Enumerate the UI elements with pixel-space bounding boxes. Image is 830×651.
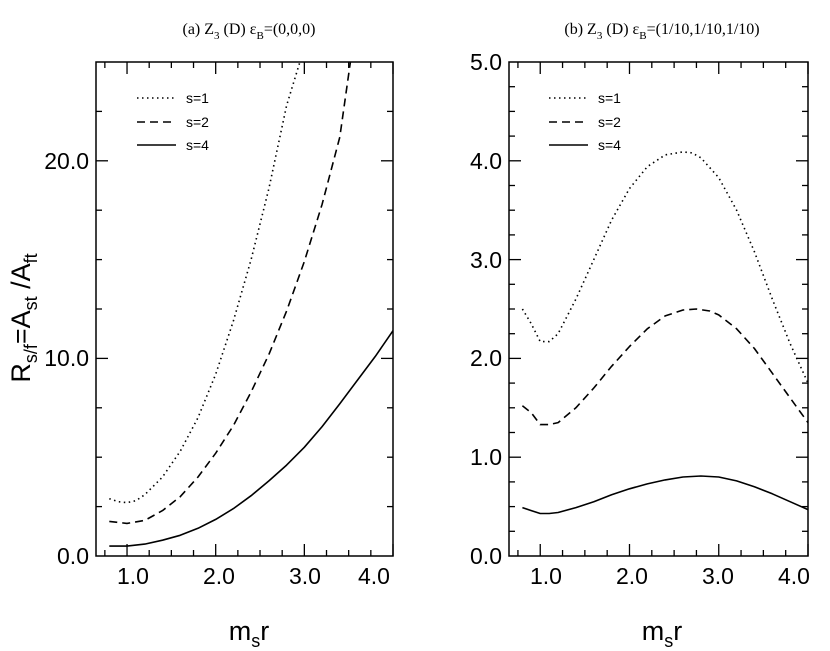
panel-b-xtick-label: 2.0 (616, 563, 648, 589)
panel-b-ytick-label: 2.0 (470, 345, 502, 371)
panel-a-series-s4 (109, 330, 393, 547)
panel-b-series-s4 (522, 475, 808, 515)
panel-b-ytick-label: 5.0 (470, 49, 502, 75)
panel-a-xlabel: msr (229, 616, 270, 651)
panel-a-xtick-label: 4.0 (358, 563, 390, 589)
svg-text:Rs/f=Ast /Aft: Rs/f=Ast /Aft (6, 253, 41, 382)
panel-b-ytick-label: 0.0 (470, 543, 502, 569)
plot-layer (95, 61, 809, 557)
panel-b-xtick-labels: 1.0 2.0 3.0 4.0 (530, 563, 810, 589)
panel-a-title: (a) Z3 (D) εB=(0,0,0) (183, 21, 316, 42)
panel-a-legend-label-s1: s=1 (186, 90, 209, 106)
panel-a-xtick-label: 1.0 (117, 563, 149, 589)
panel-b-legend: s=1 s=2 s=4 (549, 90, 621, 153)
panel-a-ytick-label: 0.0 (57, 543, 89, 569)
panel-a-xtick-label: 3.0 (289, 563, 321, 589)
panel-a-ytick-label: 10.0 (44, 345, 89, 371)
panel-b-legend-label-s4: s=4 (598, 137, 621, 153)
panel-a-frame (95, 61, 394, 557)
panel-b-legend-label-s2: s=2 (598, 114, 621, 130)
panel-b-series-s1 (521, 151, 808, 384)
panel-b: (b) Z3 (D) εB=(1/10,1/10,1/10) msr 1.0 2… (470, 21, 810, 651)
panel-b-xtick-label: 4.0 (778, 563, 810, 589)
panel-a-ylabel: Rs/f=Ast /Aft (6, 253, 41, 382)
panel-a-legend-label-s4: s=4 (186, 137, 209, 153)
panel-a-ytick-labels: 0.0 10.0 20.0 (44, 148, 89, 569)
panel-b-ytick-label: 1.0 (470, 444, 502, 470)
panel-b-title: (b) Z3 (D) εB=(1/10,1/10,1/10) (564, 21, 759, 42)
panel-b-series-s2 (521, 308, 808, 426)
panel-b-xtick-label: 1.0 (530, 563, 562, 589)
panel-a: (a) Z3 (D) εB=(0,0,0) Rs/f=Ast /Aft msr … (6, 21, 390, 651)
panel-b-ytick-labels: 0.0 1.0 2.0 3.0 4.0 5.0 (470, 49, 502, 569)
panel-a-series-s1 (109, 62, 301, 504)
panel-a-series-s2 (109, 62, 352, 525)
panel-a-ytick-label: 20.0 (44, 148, 89, 174)
panel-b-ytick-label: 3.0 (470, 247, 502, 273)
panel-a-legend-label-s2: s=2 (186, 114, 209, 130)
panel-b-legend-label-s1: s=1 (598, 90, 621, 106)
panel-b-xtick-label: 3.0 (702, 563, 734, 589)
panel-b-xlabel: msr (642, 616, 683, 651)
panel-a-xtick-labels: 1.0 2.0 3.0 4.0 (117, 563, 390, 589)
panel-a-legend: s=1 s=2 s=4 (137, 90, 209, 153)
panel-a-xtick-label: 2.0 (203, 563, 235, 589)
panel-b-ytick-label: 4.0 (470, 148, 502, 174)
